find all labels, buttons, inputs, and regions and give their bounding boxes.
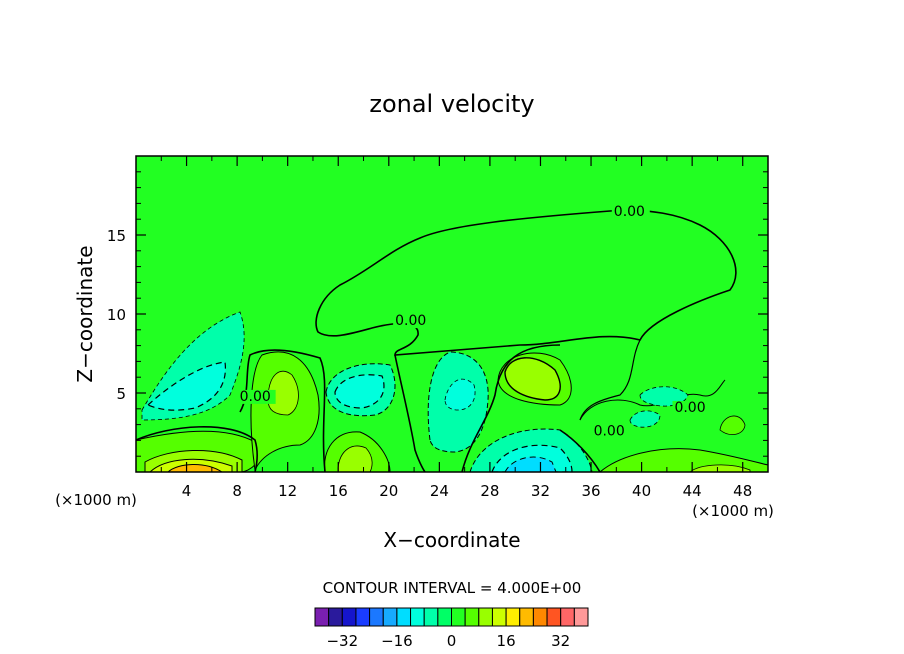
colorbar-tick-label: −32 — [326, 632, 358, 650]
x-tick-label: 8 — [232, 482, 242, 500]
colorbar-swatch — [437, 607, 453, 627]
colorbar-tick-label: 32 — [551, 632, 570, 650]
x-tick-label: 44 — [683, 482, 702, 500]
zero-contour-labels: 0.00 0.00 0.00 0.00 0.00 — [237, 204, 711, 440]
colorbar-swatch — [451, 607, 466, 627]
contour-interval-text: CONTOUR INTERVAL = 4.000E+00 — [323, 579, 582, 597]
y-axis-label: Z−coordinate — [73, 245, 97, 382]
x-tick-label: 28 — [480, 482, 499, 500]
colorbar-swatch — [546, 607, 562, 627]
colorbar-swatch — [382, 607, 398, 627]
colorbar-tick-label: −16 — [381, 632, 413, 650]
zero-label-bg — [611, 205, 650, 220]
colorbar-tick-label: 0 — [447, 632, 457, 650]
x-axis-label: X−coordinate — [383, 528, 520, 552]
colorbar-swatch — [532, 607, 548, 627]
colorbar-swatch — [396, 607, 412, 627]
y-axis: 5 10 15 — [107, 171, 768, 457]
zero-contour-label: 0.00 — [614, 204, 645, 220]
x-unit-right: (×1000 m) — [692, 502, 774, 520]
x-tick-label: 20 — [379, 482, 398, 500]
colorbar-swatch — [560, 607, 575, 627]
x-unit-left: (×1000 m) — [55, 491, 137, 509]
zero-contour-label: 0.00 — [594, 424, 625, 440]
colorbar-swatch — [369, 607, 384, 627]
zero-label-bg — [237, 389, 276, 404]
y-tick-label: 5 — [116, 385, 126, 403]
colorbar-swatch — [328, 607, 343, 627]
x-tick-label: 16 — [329, 482, 348, 500]
colorbar-swatch — [341, 607, 357, 627]
x-tick-label: 4 — [182, 482, 192, 500]
x-tick-label: 12 — [278, 482, 297, 500]
y-tick-label: 10 — [107, 306, 126, 324]
colorbar-tick-label: 16 — [497, 632, 516, 650]
zero-contour-label: 0.00 — [395, 313, 426, 329]
colorbar-swatch — [314, 607, 330, 627]
contour-field — [136, 209, 768, 472]
colorbar-swatch — [491, 607, 507, 627]
colorbar-swatch — [573, 607, 589, 627]
colorbar-swatch — [355, 607, 371, 627]
colorbar-swatch — [464, 607, 480, 627]
contour-line-zero-upper — [315, 209, 737, 356]
colorbar-swatch — [423, 607, 439, 627]
x-axis: 4 8 12 16 20 24 28 32 36 40 44 48 — [160, 156, 752, 500]
colorbar-swatch — [478, 607, 493, 627]
colorbar-swatch — [505, 607, 521, 627]
colorbar-swatch — [519, 607, 534, 627]
zero-contour-label: 0.00 — [674, 400, 705, 416]
x-tick-label: 40 — [632, 482, 651, 500]
x-tick-label: 48 — [733, 482, 752, 500]
colorbar-swatch — [410, 607, 425, 627]
x-tick-label: 36 — [581, 482, 600, 500]
zero-contour-label: 0.00 — [240, 389, 271, 405]
zero-label-bg — [393, 314, 432, 329]
zero-label-bg — [591, 424, 630, 439]
x-tick-label: 24 — [430, 482, 449, 500]
y-tick-label: 15 — [107, 227, 126, 245]
zero-label-bg — [672, 400, 711, 415]
chart-title: zonal velocity — [369, 90, 534, 118]
x-tick-label: 32 — [531, 482, 550, 500]
colorbar: −32 −16 0 16 32 — [314, 607, 589, 650]
